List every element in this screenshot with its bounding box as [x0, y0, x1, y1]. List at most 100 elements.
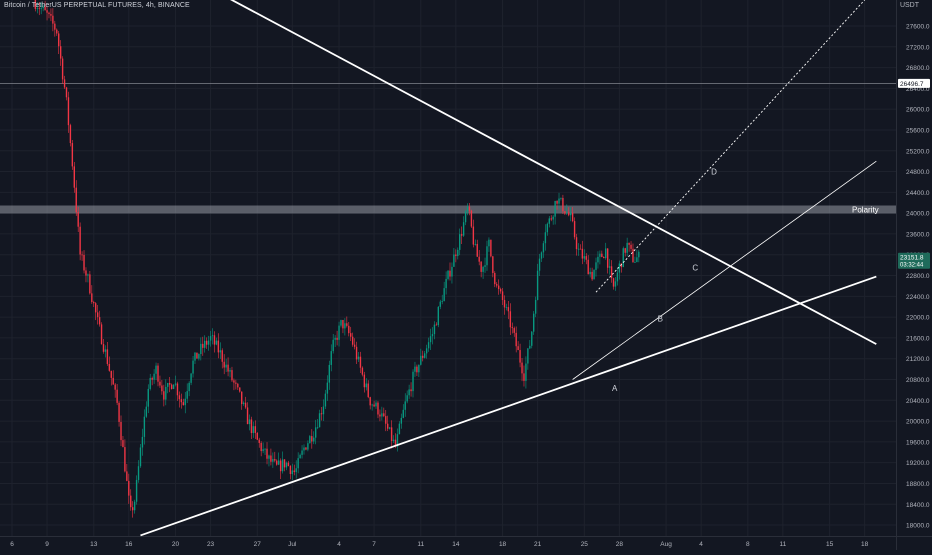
- candle-body: [416, 366, 418, 373]
- candle-body: [497, 285, 500, 290]
- time-tick-label: 9: [45, 541, 49, 548]
- wave-label-a: A: [612, 384, 618, 393]
- candle-body: [207, 340, 210, 345]
- badge-price-text: 23151.8: [900, 255, 924, 262]
- candle-body: [400, 417, 403, 424]
- candle-body: [186, 391, 188, 399]
- candle-body: [373, 404, 375, 407]
- candle-body: [200, 343, 202, 355]
- candle-body: [141, 436, 144, 448]
- price-tick-label: 21200.0: [906, 356, 930, 363]
- price-tick-label: 19600.0: [906, 439, 930, 446]
- symbol-title[interactable]: Bitcoin / TetherUS PERPETUAL FUTURES, 4h…: [4, 2, 190, 9]
- candle-body: [100, 324, 103, 345]
- candle-body: [375, 402, 377, 407]
- candle-body: [546, 223, 549, 233]
- candle-body: [336, 337, 338, 340]
- candle-body: [237, 383, 239, 388]
- candle-body: [289, 465, 292, 475]
- candle-body: [406, 395, 408, 402]
- price-tick-label: 20000.0: [906, 419, 930, 426]
- candle-body: [65, 87, 68, 98]
- candle-body: [192, 360, 194, 374]
- candle-body: [564, 211, 566, 214]
- candle-body: [420, 355, 422, 365]
- candle-body: [388, 427, 391, 429]
- time-axis: 6 9 13 16 20 23 27 Jul 4 7 11 14 18 21 25 28 Aug 4 8 11 15 18: [10, 541, 868, 548]
- candle-body: [46, 10, 48, 13]
- candle-body: [137, 466, 140, 480]
- candle-body: [455, 254, 457, 257]
- candle-body: [478, 256, 480, 262]
- candle-body: [52, 15, 54, 24]
- candle-body: [422, 355, 424, 358]
- candle-body: [445, 278, 447, 289]
- candle-body: [451, 266, 453, 277]
- candle-body: [176, 383, 179, 396]
- price-tick-label: 18000.0: [906, 523, 930, 530]
- candle-body: [460, 234, 463, 236]
- candle-body: [484, 265, 486, 267]
- candle-body: [48, 12, 50, 15]
- candle-body: [381, 413, 383, 417]
- candle-body: [139, 447, 142, 467]
- candle-body: [587, 259, 589, 275]
- candle-body: [348, 325, 350, 334]
- candle-body: [227, 364, 229, 372]
- candle-body: [122, 440, 124, 448]
- candle-body: [618, 263, 621, 273]
- candle-body: [630, 244, 632, 249]
- price-tick-label: 18400.0: [906, 502, 930, 509]
- candle-body: [464, 211, 467, 223]
- candle-body: [474, 243, 477, 245]
- candle-body: [44, 6, 46, 11]
- candle-body: [75, 187, 77, 213]
- candle-body: [223, 361, 225, 368]
- candle-body: [114, 384, 116, 390]
- time-tick-label: 21: [534, 541, 542, 548]
- candle-body: [254, 426, 257, 433]
- candle-body: [50, 14, 52, 16]
- candle-body: [77, 212, 79, 227]
- candle-body: [332, 339, 334, 352]
- candle-body: [515, 332, 517, 347]
- polarity-band: [0, 205, 896, 214]
- candle-body: [402, 409, 404, 418]
- candle-body: [562, 197, 564, 212]
- candle-body: [205, 340, 208, 345]
- candle-body: [603, 257, 605, 259]
- time-tick-label: 11: [417, 541, 424, 548]
- candle-body: [274, 459, 276, 461]
- candle-body: [165, 386, 167, 400]
- candle-body: [550, 218, 552, 220]
- candle-body: [276, 460, 278, 465]
- price-tick-label: 27600.0: [906, 23, 930, 30]
- candle-body: [167, 383, 169, 387]
- time-tick-label: 16: [125, 541, 133, 548]
- trendline-rising-channel: [572, 160, 877, 380]
- candle-body: [209, 336, 212, 341]
- candle-body: [322, 406, 325, 415]
- candle-body: [351, 336, 354, 345]
- candle-body: [342, 320, 344, 329]
- candle-body: [509, 311, 512, 328]
- candle-body: [488, 239, 490, 247]
- candle-body: [118, 402, 120, 422]
- candle-body: [346, 323, 348, 326]
- candle-body: [585, 256, 587, 260]
- candle-body: [568, 212, 570, 216]
- candle-body: [387, 423, 389, 429]
- candle-body: [219, 350, 221, 353]
- candle-body: [492, 256, 494, 273]
- candle-body: [229, 370, 231, 372]
- candle-body: [556, 200, 558, 204]
- candle-body: [305, 447, 307, 450]
- price-tick-label: 24000.0: [906, 211, 930, 218]
- candle-body: [472, 226, 475, 245]
- candle-body: [476, 243, 478, 257]
- candle-body: [511, 327, 513, 329]
- time-tick-label: Jul: [288, 541, 297, 548]
